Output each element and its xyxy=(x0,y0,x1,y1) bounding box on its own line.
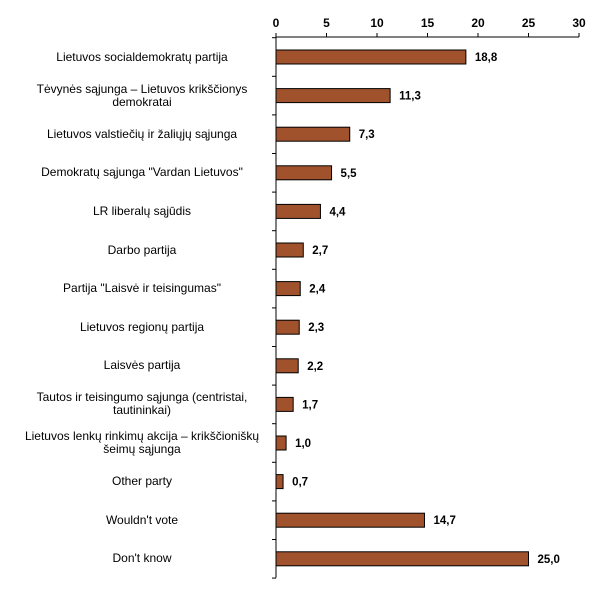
data-label: 1,0 xyxy=(295,438,311,450)
data-label: 1,7 xyxy=(302,399,318,411)
bar xyxy=(275,165,333,181)
category-label: Partija "Laisvė ir teisingumas" xyxy=(63,281,221,296)
category-label: Tautos ir teisingumo sąjunga (centristai… xyxy=(36,390,248,418)
category-label: Don't know xyxy=(112,551,172,566)
bar xyxy=(275,396,294,412)
data-label: 2,2 xyxy=(307,361,323,373)
data-label: 7,3 xyxy=(359,129,375,141)
bar xyxy=(275,474,284,490)
data-label: 18,8 xyxy=(475,52,498,64)
x-tick-label: 20 xyxy=(471,16,485,30)
bar xyxy=(275,319,300,335)
category-label: Demokratų sąjunga "Vardan Lietuvos" xyxy=(41,165,243,180)
bar xyxy=(275,281,301,297)
data-label: 0,7 xyxy=(292,477,308,489)
bars xyxy=(275,49,529,567)
bar xyxy=(275,435,287,451)
x-tick-label: 5 xyxy=(323,16,330,30)
data-label: 5,5 xyxy=(341,168,358,180)
bar xyxy=(275,49,467,65)
category-label: Lietuvos valstiečių ir žaliųjų sąjunga xyxy=(46,126,238,141)
category-label: Tėvynės sąjunga – Lietuvos krikščionys d… xyxy=(36,81,248,109)
x-tick-label: 10 xyxy=(370,16,384,30)
bar xyxy=(275,88,391,104)
bar xyxy=(275,126,351,142)
category-label: Wouldn't vote xyxy=(105,512,179,527)
x-tick-label: 25 xyxy=(522,16,536,30)
data-label: 4,4 xyxy=(329,206,346,218)
x-tick-label: 30 xyxy=(572,16,586,30)
x-tick-label: 0 xyxy=(273,16,280,30)
category-label: Lietuvos regionų partija xyxy=(79,319,205,334)
category-label: LR liberalų sąjūdis xyxy=(92,203,192,218)
category-label: Lietuvos socialdemokratų partija xyxy=(56,49,228,64)
bar xyxy=(275,203,321,219)
data-label: 2,3 xyxy=(308,322,324,334)
category-label: Darbo partija xyxy=(107,242,177,257)
x-tick-label: 15 xyxy=(421,16,435,30)
bar xyxy=(275,551,529,567)
bar xyxy=(275,358,299,374)
data-label: 11,3 xyxy=(399,91,421,103)
data-label: 14,7 xyxy=(433,515,455,527)
bar xyxy=(275,512,425,528)
data-label: 25,0 xyxy=(538,554,560,566)
data-label: 2,7 xyxy=(312,245,328,257)
category-label: Laisvės partija xyxy=(103,358,181,373)
data-labels: 18,8 11,3 7,3 5,5 4,4 2,7 2,4 2,3 2,2 1,7 1,0 0,7 14… xyxy=(292,52,560,566)
category-label: Other party xyxy=(111,474,173,489)
bar xyxy=(275,242,304,258)
data-label: 2,4 xyxy=(309,284,326,296)
category-label: Lietuvos lenkų rinkimų akcija – krikščio… xyxy=(24,429,260,456)
